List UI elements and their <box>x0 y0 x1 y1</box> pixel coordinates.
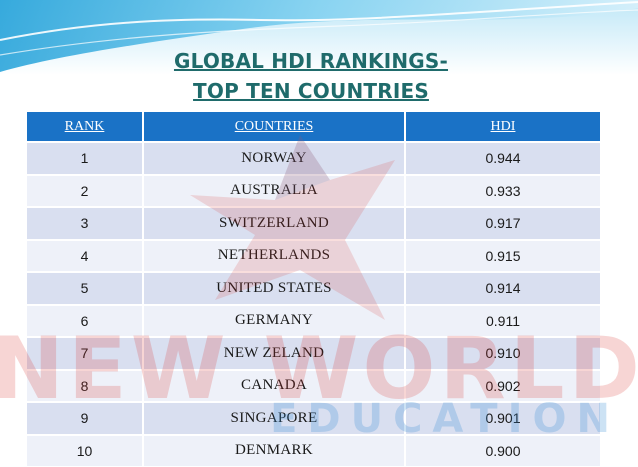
country-cell: SWITZERLAND <box>143 206 406 240</box>
country-cell: GERMANY <box>143 303 406 337</box>
table-row: 10 DENMARK 0.900 <box>27 433 600 466</box>
hdi-cell: 0.914 <box>405 271 600 305</box>
hdi-cell: 0.910 <box>405 336 600 370</box>
table-row: 5 UNITED STATES 0.914 <box>27 271 600 305</box>
country-cell: CANADA <box>143 368 406 402</box>
table-row: 9 SINGAPORE 0.901 <box>27 401 600 435</box>
wave-banner <box>0 0 638 75</box>
country-cell: NEW ZELAND <box>143 336 406 370</box>
hdi-cell: 0.902 <box>405 368 600 402</box>
table-header-row: RANK COUNTRIES HDI <box>27 112 600 142</box>
table-row: 6 GERMANY 0.911 <box>27 303 600 337</box>
hdi-column-header[interactable]: HDI <box>405 112 600 142</box>
hdi-table: RANK COUNTRIES HDI 1 NORWAY 0.944 2 AUST… <box>27 112 600 466</box>
title-line-1: GLOBAL HDI RANKINGS- <box>173 49 449 73</box>
hdi-cell: 0.900 <box>405 433 600 466</box>
rank-cell: 7 <box>27 336 144 370</box>
rank-cell: 6 <box>27 303 144 337</box>
table-row: 7 NEW ZELAND 0.910 <box>27 336 600 370</box>
rank-cell: 1 <box>27 141 144 175</box>
countries-column-header[interactable]: COUNTRIES <box>143 112 406 142</box>
table-row: 2 AUSTRALIA 0.933 <box>27 173 600 207</box>
country-cell: AUSTRALIA <box>143 173 406 207</box>
country-cell: DENMARK <box>143 433 406 466</box>
rank-cell: 3 <box>27 206 144 240</box>
hdi-cell: 0.944 <box>405 141 600 175</box>
rank-cell: 5 <box>27 271 144 305</box>
table-row: 3 SWITZERLAND 0.917 <box>27 206 600 240</box>
country-cell: NORWAY <box>143 141 406 175</box>
country-cell: NETHERLANDS <box>143 238 406 272</box>
hdi-cell: 0.901 <box>405 401 600 435</box>
title-line-2: TOP TEN COUNTRIES <box>193 79 429 103</box>
country-cell: UNITED STATES <box>143 271 406 305</box>
rank-column-header[interactable]: RANK <box>27 112 144 142</box>
table-row: 1 NORWAY 0.944 <box>27 141 600 175</box>
rank-cell: 10 <box>27 433 144 466</box>
table-row: 8 CANADA 0.902 <box>27 368 600 402</box>
country-cell: SINGAPORE <box>143 401 406 435</box>
rank-cell: 9 <box>27 401 144 435</box>
rank-cell: 4 <box>27 238 144 272</box>
hdi-cell: 0.917 <box>405 206 600 240</box>
hdi-cell: 0.915 <box>405 238 600 272</box>
hdi-cell: 0.911 <box>405 303 600 337</box>
rank-cell: 2 <box>27 173 144 207</box>
hdi-cell: 0.933 <box>405 173 600 207</box>
table-row: 4 NETHERLANDS 0.915 <box>27 238 600 272</box>
rank-cell: 8 <box>27 368 144 402</box>
